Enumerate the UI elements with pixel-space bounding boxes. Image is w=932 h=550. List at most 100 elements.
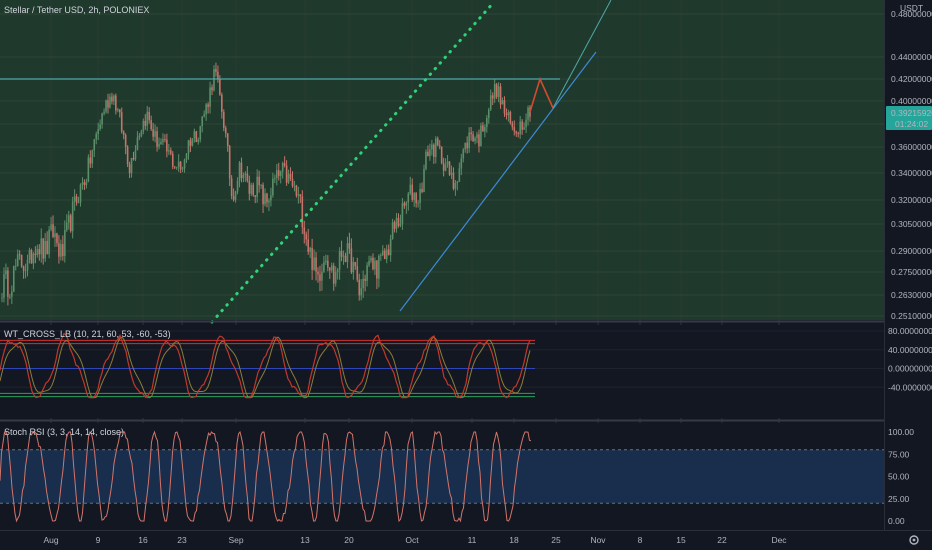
candle-body xyxy=(40,238,43,255)
candle-body xyxy=(442,163,445,171)
candle-body xyxy=(207,104,209,107)
candle-body xyxy=(262,184,264,205)
candle-body xyxy=(372,257,374,270)
candle-body xyxy=(472,134,474,142)
candle-body xyxy=(30,249,33,264)
candle-body xyxy=(529,107,531,117)
candle-body xyxy=(93,139,96,151)
candle-body xyxy=(62,244,64,257)
candle-body xyxy=(75,196,78,203)
candle-body xyxy=(103,111,105,114)
candle-body xyxy=(164,139,166,140)
candle-body xyxy=(279,171,282,176)
candle-body xyxy=(115,95,117,111)
settings-gear-icon[interactable] xyxy=(909,535,919,545)
wt-y-tick-label: 80.00000000 xyxy=(888,326,932,336)
projection-path xyxy=(529,76,554,113)
candle-body xyxy=(452,172,455,189)
candle-body xyxy=(162,139,164,142)
candle-body xyxy=(525,119,527,128)
candle-body xyxy=(350,248,353,273)
candle-body xyxy=(381,250,384,256)
candle-body xyxy=(142,120,145,132)
candle-body xyxy=(64,230,66,257)
projection-extension xyxy=(552,0,612,109)
candle-body xyxy=(480,125,482,147)
candle-body xyxy=(362,278,364,289)
candle-body xyxy=(166,139,168,152)
candle-body xyxy=(440,146,443,164)
candle-body xyxy=(409,184,412,194)
candle-body xyxy=(433,144,435,158)
candle-body xyxy=(309,247,311,252)
candle-body xyxy=(334,271,337,284)
candle-body xyxy=(118,109,121,113)
x-tick-label: Nov xyxy=(590,535,606,545)
candle-body xyxy=(38,249,41,255)
candle-body xyxy=(222,112,225,128)
candle-body xyxy=(124,135,127,147)
candle-body xyxy=(50,224,52,230)
candle-body xyxy=(242,174,245,179)
candle-body xyxy=(348,243,351,249)
rsi-pane-title: Stoch RSI (3, 3, 14, 14, close) xyxy=(4,427,124,437)
candle-body xyxy=(289,173,292,179)
candle-body xyxy=(275,170,278,178)
time-axis-background xyxy=(0,530,932,550)
candle-body xyxy=(366,265,368,281)
candle-body xyxy=(132,157,135,160)
candle-body xyxy=(56,233,58,244)
candle-body xyxy=(268,200,270,203)
candle-body xyxy=(307,239,310,252)
candle-body xyxy=(111,96,113,102)
candle-body xyxy=(179,161,182,170)
candle-body xyxy=(20,254,23,267)
candle-body xyxy=(256,176,258,197)
candle-body xyxy=(484,127,486,132)
candle-body xyxy=(12,266,15,292)
candle-body xyxy=(313,257,315,271)
x-tick-label: 25 xyxy=(551,535,561,545)
candles-group xyxy=(1,62,531,306)
candle-body xyxy=(240,162,243,179)
candle-body xyxy=(411,184,414,200)
x-tick-label: Aug xyxy=(43,535,58,545)
candle-body xyxy=(303,227,306,235)
candle-body xyxy=(54,233,56,237)
candle-body xyxy=(260,184,262,186)
candle-body xyxy=(168,150,170,152)
candle-body xyxy=(272,178,274,196)
candle-body xyxy=(246,173,249,181)
candle-body xyxy=(81,182,84,185)
candle-body xyxy=(69,215,72,232)
main-y-tick-label: 0.25100000 xyxy=(891,311,932,321)
candle-body xyxy=(34,253,37,255)
candle-body xyxy=(431,144,433,150)
candle-body xyxy=(181,168,184,170)
candle-body xyxy=(191,138,194,146)
main-y-tick-label: 0.42000000 xyxy=(891,74,932,84)
main-y-tick-label: 0.32000000 xyxy=(891,195,932,205)
candle-body xyxy=(73,196,76,202)
candle-body xyxy=(295,185,298,196)
candle-body xyxy=(185,153,188,160)
price-tag xyxy=(886,106,932,130)
rsi-line xyxy=(0,430,532,523)
candle-body xyxy=(378,255,380,279)
candle-body xyxy=(58,243,60,257)
candle-body xyxy=(332,265,335,284)
candle-body xyxy=(199,126,202,140)
candle-body xyxy=(527,107,529,120)
candle-body xyxy=(478,134,480,147)
candle-body xyxy=(380,255,382,256)
candle-body xyxy=(364,278,366,281)
candle-body xyxy=(340,251,343,257)
candle-body xyxy=(156,131,158,147)
candle-body xyxy=(18,254,21,256)
candle-body xyxy=(283,163,286,166)
candle-body xyxy=(489,95,492,110)
candle-body xyxy=(354,261,357,267)
main-y-tick-label: 0.36000000 xyxy=(891,142,932,152)
candle-body xyxy=(85,181,88,186)
